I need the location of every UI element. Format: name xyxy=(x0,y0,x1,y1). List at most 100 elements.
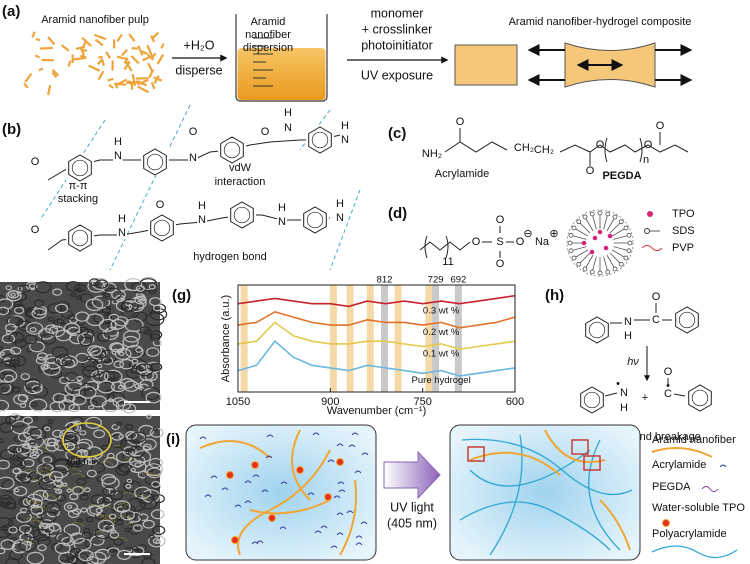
legend-icon xyxy=(641,245,663,251)
atom-backdrop xyxy=(283,122,293,134)
bond xyxy=(604,392,618,397)
sem-texture xyxy=(150,308,168,321)
label: zoom in xyxy=(65,457,98,468)
aramid-nanofiber xyxy=(199,440,271,459)
surfactant-tail xyxy=(609,222,621,234)
pulp-fiber xyxy=(39,46,53,50)
nanofiber-trace xyxy=(125,523,139,528)
legend-label: Acrylamide xyxy=(652,459,706,471)
sem-texture xyxy=(48,325,66,338)
sem-texture xyxy=(64,431,77,441)
nanofiber-trace xyxy=(39,471,53,476)
aramid-nanofiber xyxy=(291,429,311,501)
label: dispersion xyxy=(243,42,293,54)
sem-texture xyxy=(58,399,75,412)
benzene-ring xyxy=(150,214,174,242)
label: monomer xyxy=(371,6,424,20)
sem-texture xyxy=(63,502,79,513)
sem-texture xyxy=(141,386,160,400)
pulp-fiber xyxy=(105,51,111,59)
atom-label: O xyxy=(496,258,505,270)
sem-texture xyxy=(0,539,16,550)
sem-texture xyxy=(0,438,5,443)
sem-texture xyxy=(73,283,86,293)
panel-label: (d) xyxy=(388,205,407,222)
sem-texture xyxy=(88,278,100,287)
nanofiber-trace xyxy=(124,458,138,463)
nanofiber-trace xyxy=(30,492,44,497)
sem-texture xyxy=(13,436,22,442)
sem-texture xyxy=(119,378,135,389)
ring-backdrop xyxy=(66,224,94,252)
sem-texture xyxy=(145,312,165,327)
surfactant-head xyxy=(589,211,595,217)
nanofiber-trace xyxy=(88,504,102,509)
sem-texture xyxy=(54,354,72,367)
pulp-fiber xyxy=(141,50,149,56)
sem-texture xyxy=(87,345,102,356)
benzene-ring xyxy=(303,206,327,234)
sem-texture xyxy=(47,316,54,322)
benzene-ring xyxy=(688,384,712,412)
atom-label: O xyxy=(456,116,465,128)
atom-backdrop xyxy=(113,136,123,148)
sem-texture xyxy=(67,456,82,467)
sem-texture xyxy=(26,493,44,507)
sem-texture xyxy=(63,394,76,403)
atom-label: O xyxy=(472,236,481,248)
acrylamide xyxy=(354,470,362,474)
sem-texture xyxy=(4,359,17,368)
peak-band xyxy=(381,285,389,392)
atom-label: ⊕ xyxy=(549,228,558,240)
acrylamide xyxy=(244,480,252,484)
pulp-fiber xyxy=(96,58,104,65)
sem-texture xyxy=(135,347,143,353)
sem-texture xyxy=(18,284,31,294)
sem-texture xyxy=(86,469,97,478)
nanofiber-trace xyxy=(122,492,136,497)
panel-label: (b) xyxy=(2,121,21,138)
atom-backdrop xyxy=(155,199,165,211)
sem-texture xyxy=(114,348,132,361)
sem-texture xyxy=(125,483,132,489)
tpo-dot xyxy=(603,245,609,251)
sem-texture xyxy=(148,534,155,539)
sem-texture xyxy=(72,424,85,433)
caption: Aramid nanofiber-hydrogel composite xyxy=(509,16,692,28)
sem-texture xyxy=(125,345,144,359)
nanofiber-trace xyxy=(59,444,73,449)
nanofiber-trace xyxy=(71,522,85,527)
legend-label: SDS xyxy=(672,225,695,237)
nanofiber-trace xyxy=(102,518,116,523)
sem-texture xyxy=(36,512,44,518)
sem-texture xyxy=(142,445,150,452)
nanofiber-trace xyxy=(72,457,86,462)
x-tick-label: 750 xyxy=(413,396,431,408)
pulp-fiber xyxy=(97,70,105,81)
sem-texture xyxy=(0,306,10,316)
sem-texture xyxy=(13,486,28,497)
sem-texture xyxy=(40,364,49,370)
sem-texture xyxy=(111,424,120,431)
label: stacking xyxy=(58,193,98,205)
sem-texture xyxy=(104,287,122,301)
sem-texture xyxy=(121,298,140,312)
band xyxy=(240,285,248,392)
tpo-dot xyxy=(597,229,603,235)
legend-icon xyxy=(662,519,670,527)
nanofiber-trace xyxy=(114,537,128,542)
acrylamide xyxy=(251,541,259,545)
sem-texture xyxy=(13,446,24,454)
sem-texture xyxy=(34,281,52,294)
label: Acrylamide xyxy=(435,168,489,180)
atom-label: • xyxy=(616,378,620,390)
pulp-fiber xyxy=(51,69,60,77)
sem-texture xyxy=(0,399,10,412)
sem-texture xyxy=(27,442,38,451)
surfactant-head xyxy=(618,261,624,267)
sem-texture xyxy=(131,365,138,370)
tpo xyxy=(336,458,344,466)
sem-texture xyxy=(150,509,165,520)
sem-texture xyxy=(101,476,120,490)
sem-texture xyxy=(118,463,132,473)
